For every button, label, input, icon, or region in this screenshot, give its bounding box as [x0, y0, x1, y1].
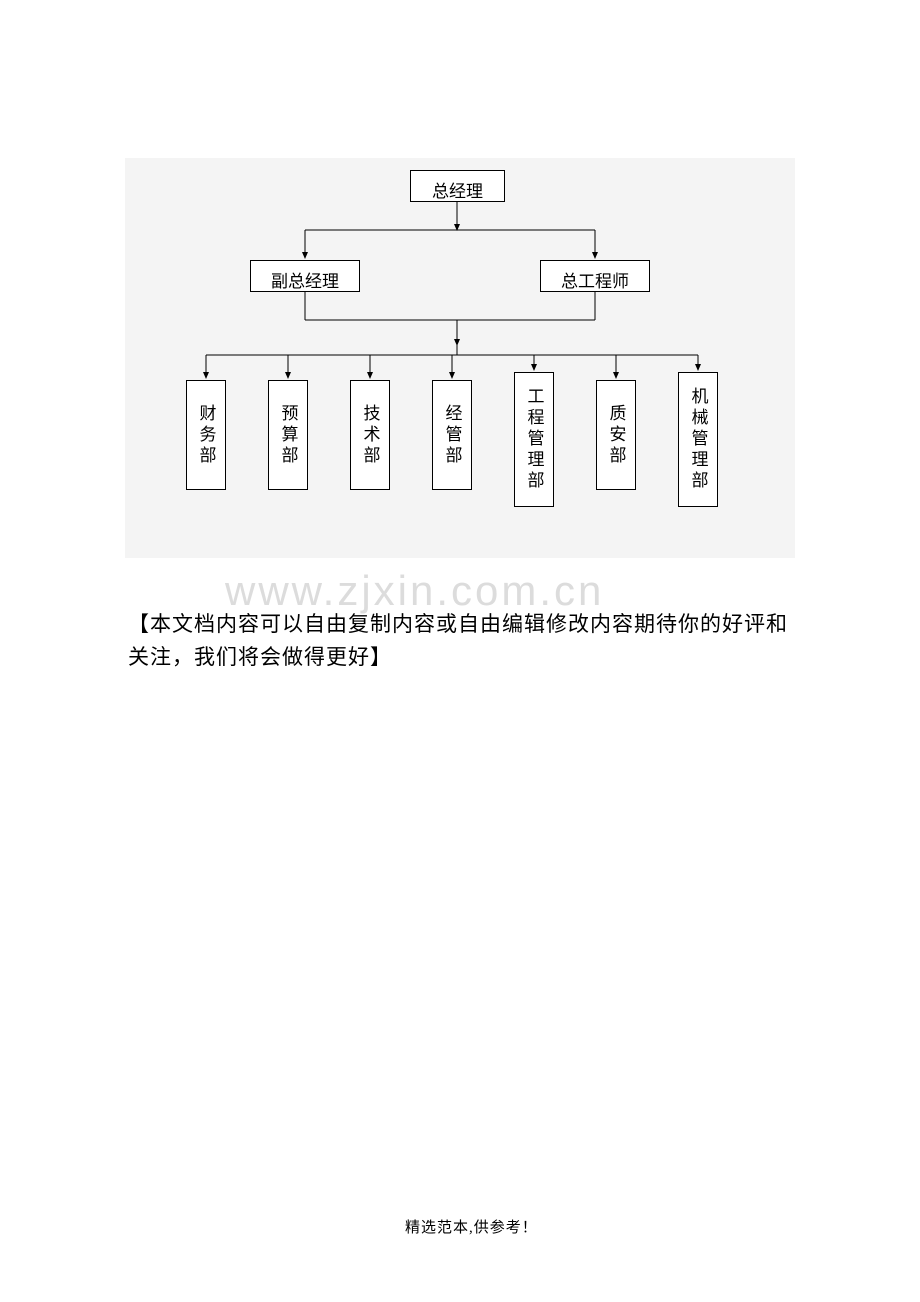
node-dept-qa: 质安部	[596, 380, 636, 490]
node-dept-tech: 技术部	[350, 380, 390, 490]
node-dept-finance: 财务部	[186, 380, 226, 490]
node-dept-project: 工程管理部	[514, 372, 554, 507]
node-root: 总经理	[410, 170, 505, 202]
node-deputy-gm: 副总经理	[250, 260, 360, 292]
node-dept-machinery: 机械管理部	[678, 372, 718, 507]
node-dept-budget: 预算部	[268, 380, 308, 490]
body-paragraph: 【本文档内容可以自由复制内容或自由编辑修改内容期待你的好评和关注，我们将会做得更…	[128, 608, 793, 673]
node-chief-engineer: 总工程师	[540, 260, 650, 292]
org-chart-connectors	[0, 0, 920, 600]
page-footer: 精选范本,供参考！	[405, 1216, 538, 1237]
node-dept-mgmt: 经管部	[432, 380, 472, 490]
